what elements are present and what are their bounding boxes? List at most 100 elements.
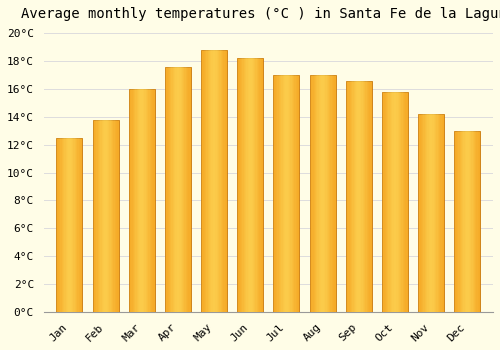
Bar: [280, 75, 281, 312]
Bar: [370, 80, 372, 312]
Bar: [476, 131, 478, 312]
Bar: [359, 80, 360, 312]
Bar: [152, 89, 154, 312]
Bar: [144, 89, 146, 312]
Bar: [60, 138, 62, 312]
Bar: [442, 114, 443, 312]
Bar: [214, 50, 216, 312]
Bar: [95, 120, 96, 312]
Bar: [312, 75, 314, 312]
Bar: [254, 58, 256, 312]
Bar: [249, 58, 250, 312]
Bar: [297, 75, 298, 312]
Bar: [169, 67, 170, 312]
Bar: [182, 67, 183, 312]
Bar: [427, 114, 428, 312]
Bar: [112, 120, 114, 312]
Bar: [346, 80, 347, 312]
Bar: [418, 114, 444, 312]
Bar: [390, 92, 391, 312]
Bar: [384, 92, 386, 312]
Bar: [387, 92, 388, 312]
Bar: [314, 75, 315, 312]
Bar: [132, 89, 134, 312]
Bar: [148, 89, 150, 312]
Bar: [438, 114, 439, 312]
Bar: [436, 114, 438, 312]
Bar: [165, 67, 191, 312]
Bar: [430, 114, 431, 312]
Bar: [128, 89, 155, 312]
Bar: [400, 92, 402, 312]
Bar: [242, 58, 244, 312]
Bar: [364, 80, 366, 312]
Bar: [111, 120, 112, 312]
Bar: [274, 75, 276, 312]
Bar: [457, 131, 458, 312]
Bar: [224, 50, 226, 312]
Bar: [67, 138, 68, 312]
Bar: [369, 80, 370, 312]
Bar: [418, 114, 420, 312]
Bar: [478, 131, 479, 312]
Bar: [311, 75, 312, 312]
Bar: [454, 131, 480, 312]
Bar: [179, 67, 180, 312]
Bar: [252, 58, 253, 312]
Bar: [288, 75, 289, 312]
Bar: [333, 75, 334, 312]
Bar: [142, 89, 143, 312]
Bar: [426, 114, 427, 312]
Bar: [78, 138, 80, 312]
Bar: [103, 120, 104, 312]
Bar: [439, 114, 440, 312]
Bar: [329, 75, 330, 312]
Bar: [107, 120, 108, 312]
Bar: [209, 50, 210, 312]
Bar: [382, 92, 383, 312]
Bar: [462, 131, 464, 312]
Bar: [184, 67, 186, 312]
Bar: [282, 75, 284, 312]
Bar: [434, 114, 435, 312]
Bar: [281, 75, 282, 312]
Bar: [388, 92, 390, 312]
Bar: [110, 120, 111, 312]
Bar: [130, 89, 132, 312]
Bar: [204, 50, 205, 312]
Bar: [213, 50, 214, 312]
Bar: [172, 67, 174, 312]
Bar: [63, 138, 64, 312]
Bar: [241, 58, 242, 312]
Bar: [355, 80, 356, 312]
Bar: [320, 75, 322, 312]
Bar: [70, 138, 72, 312]
Bar: [77, 138, 78, 312]
Bar: [202, 50, 203, 312]
Bar: [406, 92, 408, 312]
Bar: [368, 80, 369, 312]
Bar: [330, 75, 332, 312]
Bar: [394, 92, 395, 312]
Bar: [289, 75, 290, 312]
Bar: [80, 138, 81, 312]
Bar: [386, 92, 387, 312]
Bar: [475, 131, 476, 312]
Bar: [356, 80, 358, 312]
Bar: [274, 75, 299, 312]
Bar: [256, 58, 257, 312]
Bar: [422, 114, 424, 312]
Bar: [396, 92, 398, 312]
Bar: [404, 92, 406, 312]
Bar: [456, 131, 457, 312]
Bar: [316, 75, 318, 312]
Bar: [461, 131, 462, 312]
Bar: [174, 67, 176, 312]
Bar: [479, 131, 480, 312]
Bar: [431, 114, 432, 312]
Bar: [432, 114, 434, 312]
Bar: [292, 75, 293, 312]
Bar: [332, 75, 333, 312]
Bar: [472, 131, 474, 312]
Bar: [471, 131, 472, 312]
